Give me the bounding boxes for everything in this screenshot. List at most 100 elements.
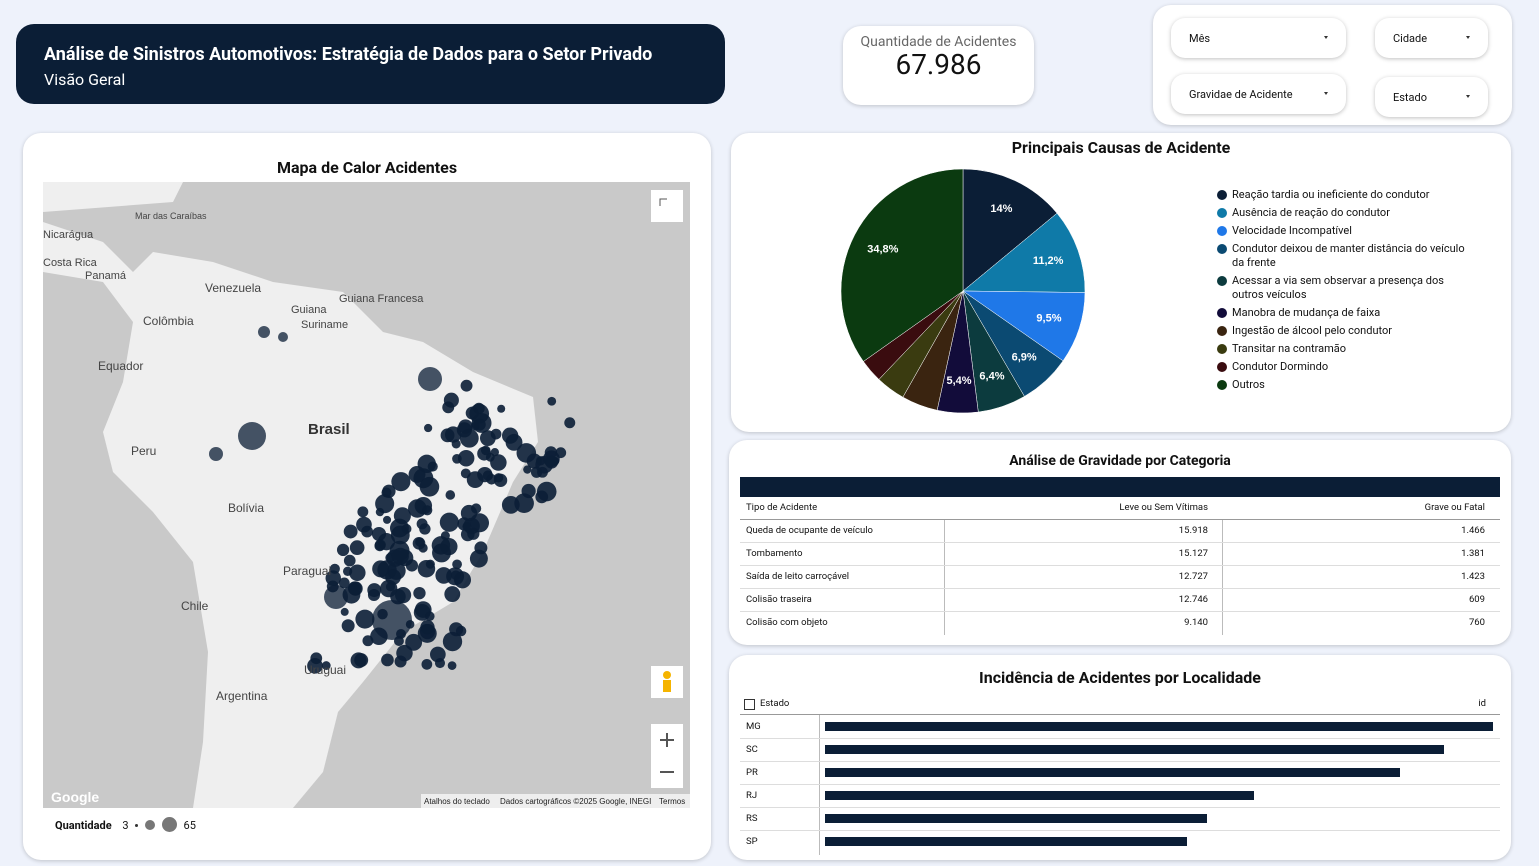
bubble [307, 658, 323, 674]
bubble [547, 396, 557, 406]
pie-slice [962, 168, 1058, 292]
data-label: 6,4% [979, 370, 1004, 382]
bubble [336, 543, 350, 557]
bubble [421, 658, 433, 670]
bubble [460, 468, 471, 479]
attribution: Termos [659, 797, 685, 806]
bar [825, 745, 1444, 754]
icon [663, 680, 671, 692]
header: Análise de Sinistros Automotivos: Estrat… [16, 24, 725, 104]
bubble [477, 466, 493, 483]
map-label: Suriname [301, 319, 348, 331]
map-label: Colômbia [143, 314, 194, 328]
map-label: Panamá [85, 270, 127, 282]
legend-text: Velocidade Incompatível [1232, 224, 1352, 237]
bubble [453, 571, 472, 589]
legend-swatch [1217, 226, 1227, 236]
bubble [536, 481, 557, 502]
pie-card: Principais Causas de Acidente 14% 11,2% 9,… [731, 133, 1511, 432]
legend-text: Manobra de mudança de faixa [1232, 306, 1381, 319]
bubble [325, 570, 341, 586]
legend-swatch [1217, 208, 1227, 218]
bubble [341, 619, 355, 633]
bubble [452, 559, 462, 570]
bubble [391, 472, 411, 492]
column-header: id [1478, 698, 1486, 709]
bubble [357, 506, 369, 518]
attribution: Dados cartográficos ©2025 Google, INEGI [500, 797, 651, 806]
bar [825, 768, 1400, 777]
bubble [381, 487, 392, 498]
bubble [460, 379, 473, 392]
fullscreen-button[interactable] [651, 190, 683, 222]
legend-dot [145, 820, 156, 830]
bubble [413, 586, 426, 600]
filter[interactable]: Gravidae de Acidente [1171, 74, 1346, 114]
legend-item: Reação tardia ou ineficiente do condutor [1217, 188, 1477, 202]
bubble [444, 586, 461, 603]
legend-swatch [1217, 344, 1227, 354]
bubble [490, 428, 502, 440]
bubble [367, 588, 381, 602]
bubble [401, 523, 412, 534]
table-cell: 1.423 [1461, 571, 1485, 582]
pie-title: Principais Causas de Acidente [1011, 138, 1231, 157]
table-card: Análise de Gravidade por Categoria Tipo … [729, 440, 1511, 645]
map-label: Nicarágua [43, 229, 94, 241]
map-label: Guiana Francesa [339, 293, 424, 305]
bubble [372, 560, 390, 578]
filter[interactable]: Estado [1375, 77, 1488, 117]
table-cell: Tombamento [746, 548, 803, 559]
bar-card: Incidência de Acidentes por Localidade E… [729, 655, 1511, 860]
table-cell: 12.746 [1178, 594, 1208, 605]
bubble [443, 392, 459, 408]
map-label: Guiana [291, 304, 327, 316]
filter[interactable]: Cidade [1375, 18, 1488, 58]
bubbles [209, 326, 576, 674]
land [43, 182, 183, 212]
kpi-label: Quantidade de Acidentes [860, 34, 1017, 50]
map-label: Peru [131, 444, 156, 458]
row-line [740, 714, 1500, 715]
legend-swatch [1217, 190, 1227, 200]
attribution: Atalhos do teclado [424, 797, 490, 806]
land [43, 222, 538, 808]
map-logo: Google [51, 789, 99, 805]
legend-label: Quantidade [55, 819, 112, 832]
filter[interactable]: Mês [1171, 18, 1346, 58]
legend-text: Condutor Dormindo [1232, 360, 1329, 373]
bubble [278, 332, 288, 342]
bubble [350, 652, 367, 669]
bubble [493, 473, 504, 483]
col-line [819, 715, 820, 855]
legend-text: Reação tardia ou ineficiente do condutor [1232, 188, 1430, 201]
bubble [385, 582, 396, 592]
map-label: Uruguai [304, 663, 346, 677]
bubble [415, 537, 425, 547]
data-label: 6,9% [1012, 351, 1037, 363]
category-label: RJ [746, 790, 758, 801]
bubble [356, 516, 372, 533]
table-cell: 1.381 [1461, 548, 1485, 559]
bubble [459, 428, 479, 448]
bubble [422, 505, 433, 516]
pie-chart: 14% 11,2% 9,5% 6,9% 6,4% 5,4% 34,8% [841, 168, 1086, 414]
legend-item: Condutor deixou de manter distância do v… [1217, 242, 1477, 270]
legend-swatch [1217, 308, 1227, 318]
row-line [740, 738, 1500, 739]
column-header: Estado [760, 698, 790, 709]
bar [825, 722, 1493, 731]
bubble [338, 577, 350, 589]
bubble [413, 468, 434, 489]
bubble [435, 567, 453, 584]
bubble [480, 445, 491, 456]
bar [825, 837, 1187, 846]
table-title: Análise de Gravidade por Categoria [1009, 453, 1231, 469]
bubble [349, 564, 366, 581]
bubble [473, 418, 486, 431]
legend-item: Ausência de reação do condutor [1217, 206, 1477, 220]
bubble [440, 531, 450, 541]
bubble [471, 503, 482, 514]
